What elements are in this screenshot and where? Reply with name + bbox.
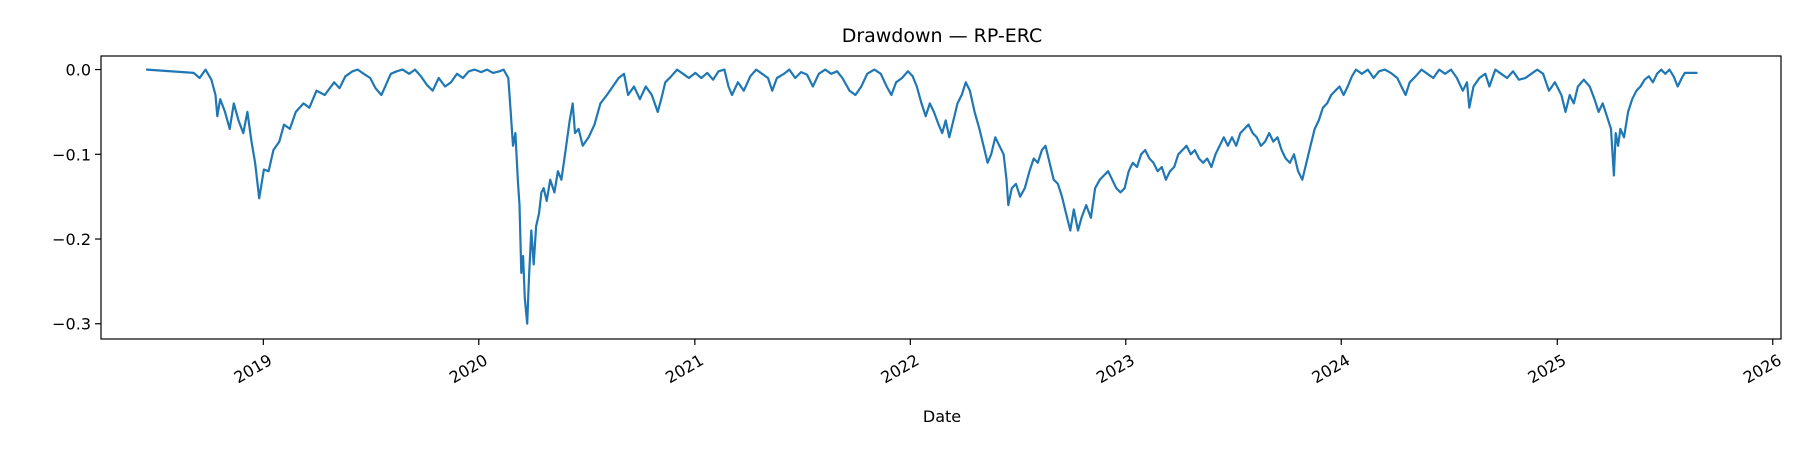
- y-tick-label: −0.3: [52, 315, 91, 334]
- y-tick-label: −0.1: [52, 145, 91, 164]
- plot-background: [101, 56, 1781, 339]
- drawdown-series-line: [145, 68, 1698, 325]
- y-tick-label: 0.0: [66, 61, 91, 80]
- y-axis: 0.0 −0.1 −0.2 −0.3: [52, 61, 101, 334]
- plot-frame: [100, 55, 1782, 340]
- plot-area: [100, 55, 1782, 340]
- y-tick-label: −0.2: [52, 230, 91, 249]
- x-axis-label: Date: [923, 407, 961, 426]
- chart-title: Drawdown — RP-ERC: [842, 25, 1043, 47]
